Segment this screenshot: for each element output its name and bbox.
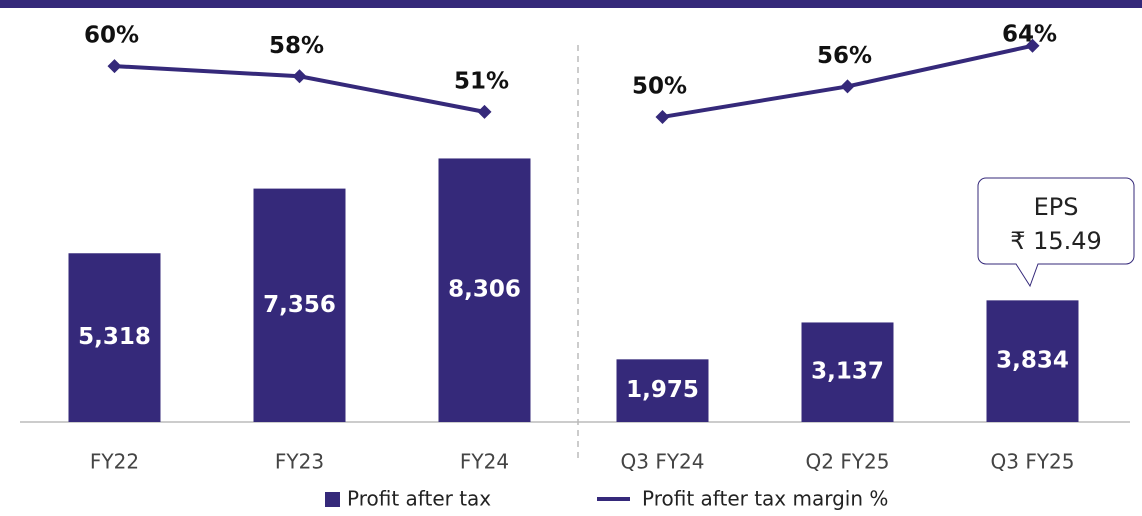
annotation: EPS [1034, 193, 1079, 221]
bar [438, 158, 531, 422]
marker [1025, 38, 1040, 53]
x-tick-label: Q3 FY25 [991, 450, 1075, 474]
line-label: 64% [1002, 22, 1057, 48]
callout [977, 177, 1135, 288]
legend-label: Profit after tax [347, 487, 491, 511]
marker [655, 109, 670, 124]
marker [477, 104, 492, 119]
marker [292, 69, 307, 84]
line-label: 58% [269, 33, 324, 59]
header-bar [0, 0, 1142, 8]
bar-label: 8,306 [448, 277, 521, 303]
bar [801, 322, 894, 422]
bar-label: 5,318 [78, 324, 151, 350]
line-label: 56% [817, 43, 872, 69]
legend-label: Profit after tax margin % [642, 487, 888, 511]
line-label: 51% [454, 68, 509, 94]
x-tick-label: FY22 [90, 450, 139, 474]
x-tick-label: FY24 [460, 450, 509, 474]
x-tick-label: Q2 FY25 [806, 450, 890, 474]
marker [107, 59, 122, 74]
x-tick-label: FY23 [275, 450, 324, 474]
annotation: ₹ 15.49 [1010, 227, 1102, 255]
bar-label: 3,137 [811, 359, 884, 385]
line-label: 50% [632, 73, 687, 99]
bar-label: 3,834 [996, 348, 1069, 374]
bar [253, 188, 346, 422]
bar [68, 253, 161, 422]
x-tick-label: Q3 FY24 [621, 450, 705, 474]
marker [840, 79, 855, 94]
bar-label: 1,975 [626, 377, 699, 403]
bar [616, 359, 709, 422]
bar-label: 7,356 [263, 292, 336, 318]
line-label: 60% [84, 23, 139, 49]
legend-swatch [325, 492, 340, 507]
bar [986, 300, 1079, 422]
